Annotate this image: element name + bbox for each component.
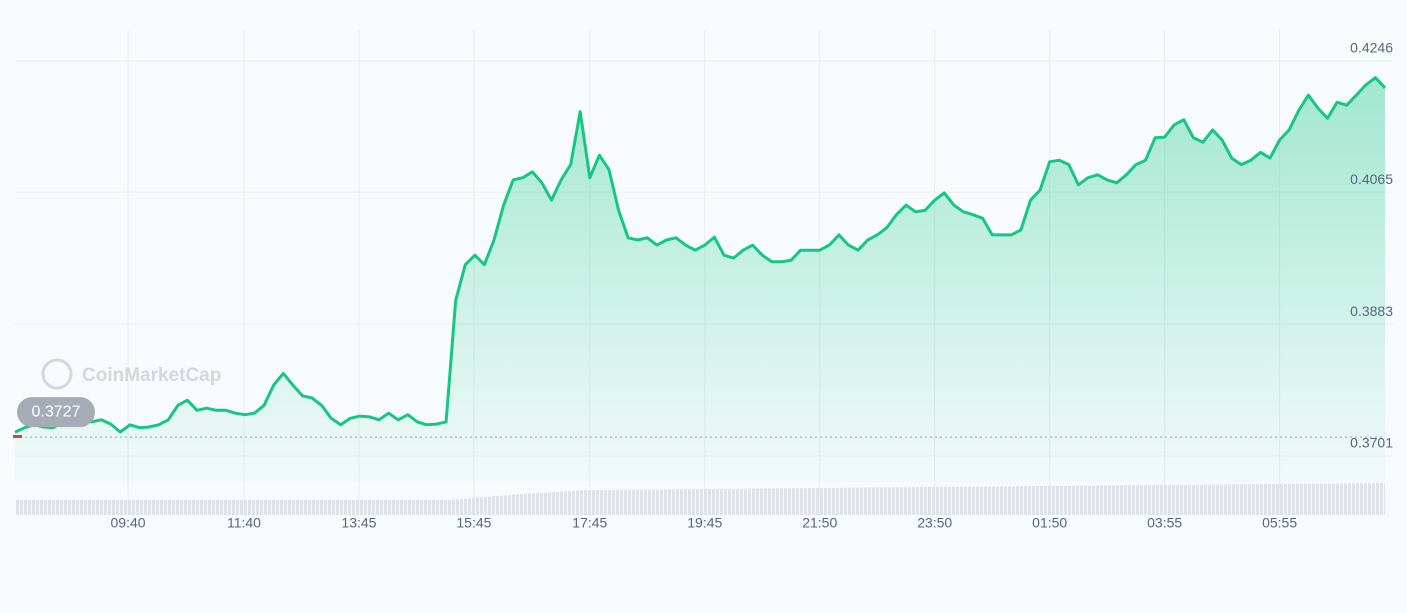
plot <box>14 76 1387 482</box>
x-tick-label: 03:55 <box>1147 515 1182 531</box>
watermark-logo <box>41 358 73 390</box>
x-tick-label: 19:45 <box>687 515 722 531</box>
labels: 0.4246 0.4065 0.3883 0.3701 09:40 11:40 13:45 1… <box>17 40 1393 531</box>
x-tick-label: 11:40 <box>227 515 261 531</box>
x-tick-label: 15:45 <box>456 515 491 531</box>
watermark-text: CoinMarketCap <box>82 365 221 386</box>
reference-label: 0.3727 <box>32 403 81 420</box>
y-tick-label: 0.3701 <box>1350 435 1393 451</box>
x-tick-label: 01:50 <box>1032 515 1067 531</box>
y-tick-label: 0.4246 <box>1350 40 1393 56</box>
area-fill <box>15 77 1385 482</box>
price-line <box>14 76 1387 434</box>
x-tick-label: 05:55 <box>1262 515 1297 531</box>
x-tick-label: 17:45 <box>572 515 607 531</box>
x-tick-label: 09:40 <box>111 515 146 531</box>
x-tick-label: 13:45 <box>341 515 376 531</box>
x-tick-label: 21:50 <box>802 515 837 531</box>
reference-label-bg <box>17 397 95 428</box>
start-marker <box>13 435 22 438</box>
volume-bars <box>15 483 1385 515</box>
x-tick-label: 23:50 <box>917 515 952 531</box>
y-tick-label: 0.4065 <box>1350 171 1393 187</box>
y-tick-label: 0.3883 <box>1350 303 1393 319</box>
watermark: CoinMarketCap <box>41 358 221 390</box>
